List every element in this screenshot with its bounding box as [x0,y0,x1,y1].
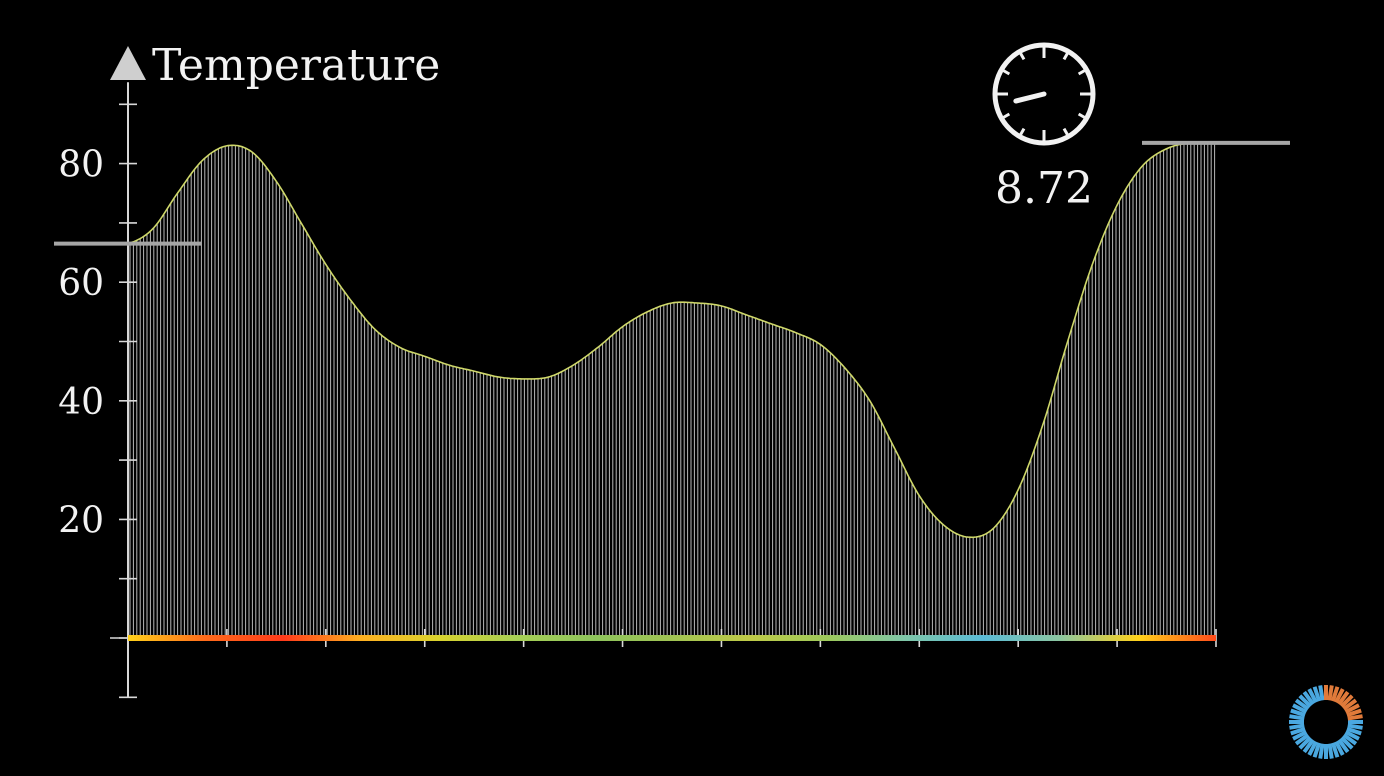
spinner-icon[interactable] [1289,685,1363,759]
spinner-segment [1330,742,1340,758]
time-readout: 8.72 [995,163,1093,214]
spinner-segment [1290,726,1306,736]
spinner-segment [1312,742,1322,758]
clock-tick [1019,52,1026,61]
spinner-segment [1292,730,1308,741]
spinner-segment [1327,685,1334,701]
spinner-segment [1318,743,1325,759]
y-ticks: 80 60 40 20 [58,103,137,699]
spinner-segment [1302,690,1315,706]
area-fill [129,142,1216,638]
axes: 80 60 40 20 [58,46,1217,699]
spinner-segment [1334,688,1345,704]
spinner-segment [1294,733,1310,746]
y-tick-label: 60 [58,263,104,304]
clock-tick [1002,69,1011,76]
spinner-segment [1340,694,1354,708]
clock-tick [1062,52,1069,61]
x-axis-colorbar [128,635,1216,641]
y-tick-label: 40 [58,382,104,423]
spinner-segment [1344,703,1360,714]
spinner-segment [1292,703,1308,714]
spinner-segment [1307,740,1318,756]
spinner-segment [1289,714,1305,721]
spinner-segment [1334,740,1345,756]
spinner-segment [1346,726,1362,736]
clock-tick [1077,69,1086,76]
spinner-segment [1330,686,1340,702]
spinner-segment [1342,698,1358,711]
clock-tick [1019,127,1026,136]
clock-ticks [997,47,1091,141]
spinner-segment [1302,738,1315,754]
spinner-segment [1312,686,1322,702]
clock-tick [1062,127,1069,136]
spinner-segment [1298,694,1312,708]
clock-tick [1077,112,1086,119]
spinner-segment [1298,736,1312,750]
spinner-segment [1318,685,1325,701]
clock-icon [992,42,1096,146]
level-markers [54,140,1290,246]
spinner-segment [1290,708,1306,718]
clock-tick [1002,112,1011,119]
spinner-segment [1347,723,1363,730]
y-tick-label: 20 [58,500,104,541]
y-axis-arrow-icon [110,46,146,80]
spinner-segment [1337,690,1350,706]
clock-face [992,42,1096,146]
spinner-segment [1340,736,1354,750]
spinner-segment [1289,723,1305,730]
spinner-segment [1337,738,1350,754]
spinner-segment [1294,698,1310,711]
y-axis-title: Temperature [152,40,440,91]
temperature-curve [127,141,1216,539]
spinner-segment [1344,730,1360,741]
spinner-segment [1342,733,1358,746]
clock-hand [1013,91,1047,104]
spinner-segment [1307,688,1318,704]
y-tick-label: 80 [58,145,104,186]
spinner-segment [1347,714,1363,721]
spinner-segment [1327,743,1334,759]
spinner-segment [1346,708,1362,718]
